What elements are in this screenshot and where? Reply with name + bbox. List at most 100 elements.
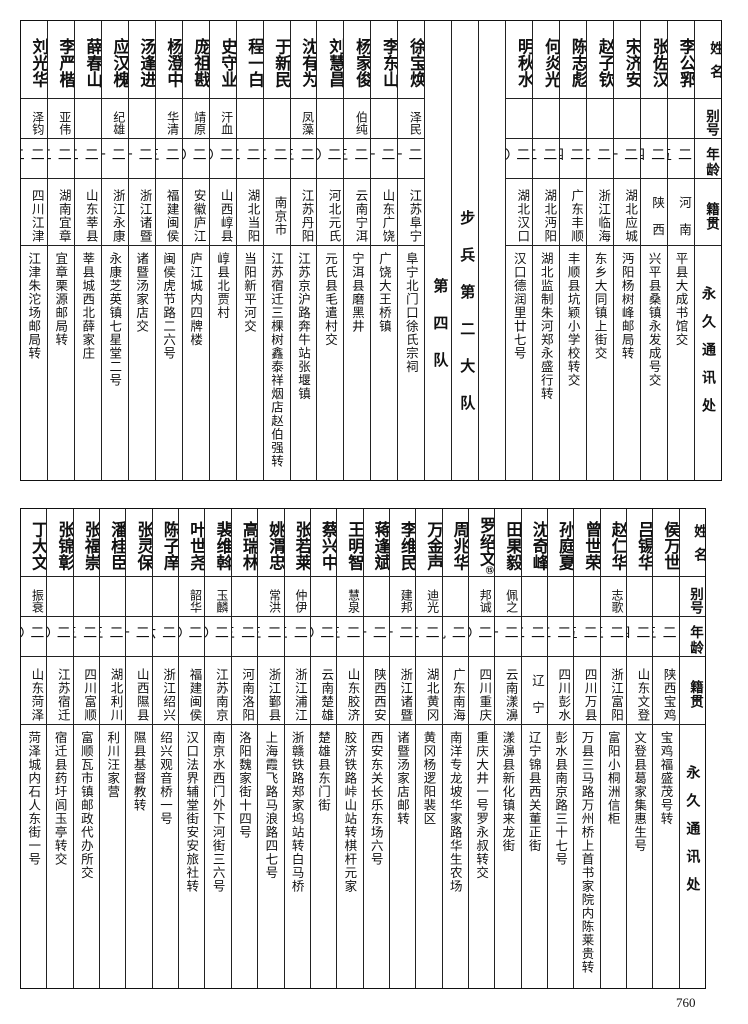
name-text: 何炎光 xyxy=(542,37,560,88)
age-cell: 二二 xyxy=(533,139,560,179)
name-cell: 高瑞林 xyxy=(231,509,258,577)
address-cell: 绍兴观音桥一号 xyxy=(153,725,178,988)
address-text: 当阳新平河交 xyxy=(242,252,258,333)
origin-text: 辽 宁 xyxy=(529,674,545,715)
address-text: 万县三马路万州桥上首书家院内陈莱贵转 xyxy=(579,731,595,974)
address-cell: 富顺瓦市镇邮政代办所交 xyxy=(74,725,99,988)
address-cell: 闽侯虎节路二六号 xyxy=(156,246,182,480)
address-cell: 菏泽城内石人东街一号 xyxy=(21,725,46,988)
address-text: 莘县城西北薛家庄 xyxy=(80,252,96,360)
person-column: 蒋逢斌二一陕西西安西安东关长乐东场六号 xyxy=(362,509,389,988)
person-column: 杨澄中华清二三福建闽侯闽侯虎节路二六号 xyxy=(154,21,182,480)
origin-cell: 河北元氏 xyxy=(317,179,344,246)
alias-cell: 亚伟 xyxy=(47,99,74,139)
alias-cell xyxy=(310,577,337,617)
age-text: 二〇 xyxy=(21,625,45,641)
alias-cell: 华清 xyxy=(155,99,182,139)
name-text: 沈奇峰 xyxy=(529,520,547,571)
address-cell: 东乡大同镇上街交 xyxy=(587,246,613,480)
alias-text: 亚伟 xyxy=(57,110,72,135)
origin-cell: 四川万县 xyxy=(574,657,600,725)
origin-text: 广东南海 xyxy=(450,667,466,722)
address-text: 彭水县南京路三十七号 xyxy=(553,731,569,866)
alias-cell xyxy=(533,99,560,139)
person-column: 潘桂臣二三湖北利川利川汪家营 xyxy=(99,509,126,988)
age-text: 二一 xyxy=(129,147,153,163)
name-cell: 张若莱 xyxy=(284,509,310,577)
address-text: 丰顺县坑颖小学校转交 xyxy=(565,252,581,387)
name-cell: 裴维斡 xyxy=(205,509,231,577)
address-text: 元氏县毛遣村交 xyxy=(322,252,338,347)
alias-text: 佩之 xyxy=(504,588,519,613)
origin-text: 四川富顺 xyxy=(82,667,98,722)
alias-text: 纪雄 xyxy=(111,110,126,135)
age-text: 二二 xyxy=(587,147,612,163)
alias-cell: 玉麟 xyxy=(205,577,231,617)
age-text: 二一 xyxy=(126,625,150,641)
address-cell: 南洋专龙坡华家路华生农场 xyxy=(443,725,468,988)
address-text: 崞县北贾村 xyxy=(215,252,231,320)
origin-text: 湖北黄冈 xyxy=(424,667,440,722)
address-cell: 宝鸡福盛茂号转 xyxy=(653,725,678,988)
alias-text: 邦诚 xyxy=(478,588,493,613)
alias-cell: 伯纯 xyxy=(344,99,371,139)
origin-cell: 湖北利川 xyxy=(100,657,126,725)
person-column: 蔡兴中二〇云南楚雄楚雄县东门街 xyxy=(309,509,337,988)
age-cell: 二四 xyxy=(641,139,668,179)
origin-text: 江苏阜宁 xyxy=(407,189,423,243)
name-text: 沈有为 xyxy=(299,37,317,88)
age-text: 二三 xyxy=(156,147,180,163)
address-cell: 胶济铁路峠山站转棋杆元家 xyxy=(337,725,362,988)
name-cell: 李公郛 xyxy=(668,21,695,99)
name-text: 蒋逢斌 xyxy=(371,520,389,571)
name-cell: 潘桂臣 xyxy=(100,509,126,577)
origin-text: 四川江津 xyxy=(29,189,45,243)
name-cell: 陈志彪 xyxy=(560,21,587,99)
origin-text: 浙江绍兴 xyxy=(161,667,177,722)
name-text: 汤逢进 xyxy=(137,37,155,88)
age-text: 二三 xyxy=(100,625,124,641)
name-cell: 沈奇峰 xyxy=(521,509,547,577)
origin-text: 浙江浦江 xyxy=(292,667,308,722)
age-cell: 二三 xyxy=(284,617,310,657)
age-text: 二九 xyxy=(443,625,466,641)
name-cell: 刘光华 xyxy=(20,21,47,99)
address-text: 汉口德润里廿七号 xyxy=(511,252,527,360)
origin-cell: 云南宁洱 xyxy=(344,179,371,246)
origin-text: 山西隰县 xyxy=(134,667,150,722)
origin-cell: 湖北汉口 xyxy=(506,179,533,246)
age-cell: 二三 xyxy=(290,139,317,179)
alias-cell: 汗血 xyxy=(209,99,236,139)
age-cell: 二一 xyxy=(495,617,521,657)
name-cell: 蒋逢斌 xyxy=(363,509,389,577)
address-cell: 诸暨汤家店邮转 xyxy=(390,725,415,988)
alias-text: 常洪 xyxy=(267,588,282,613)
alias-text: 泽钧 xyxy=(30,110,45,135)
address-text: 阜宁北门口徐氏宗祠 xyxy=(403,252,419,374)
age-cell: 二三 xyxy=(344,139,371,179)
age-text: 二二 xyxy=(548,625,572,641)
name-text: 张福崇 xyxy=(82,520,100,571)
age-text: 二三 xyxy=(344,147,369,163)
person-column: 裴维斡玉麟二〇江苏南京南京水西门外下河街三六号 xyxy=(204,509,231,988)
name-text: 孙庭夏 xyxy=(556,520,574,571)
alias-cell: 泽民 xyxy=(398,99,425,139)
header-address: 永久通讯处 xyxy=(700,286,717,426)
origin-text: 湖北当阳 xyxy=(245,189,261,243)
address-text: 西安东关长乐东场六号 xyxy=(368,731,384,866)
origin-text: 江苏南京 xyxy=(213,667,229,722)
origin-cell: 河 南 xyxy=(668,179,695,246)
name-text: 李维民 xyxy=(398,520,416,571)
alias-cell xyxy=(653,577,679,617)
address-cell: 诸暨汤家店交 xyxy=(129,246,155,480)
origin-text: 陕西西安 xyxy=(371,667,387,722)
name-text: 田果毅 xyxy=(503,520,521,571)
name-cell: 吕锡华 xyxy=(626,509,653,577)
address-text: 闽侯虎节路二六号 xyxy=(161,252,177,360)
name-text: 丁大文 xyxy=(29,520,47,571)
alias-cell xyxy=(231,577,258,617)
age-text: 二二 xyxy=(533,147,558,163)
age-cell: 二一 xyxy=(126,617,152,657)
age-text: 二三 xyxy=(601,625,624,641)
